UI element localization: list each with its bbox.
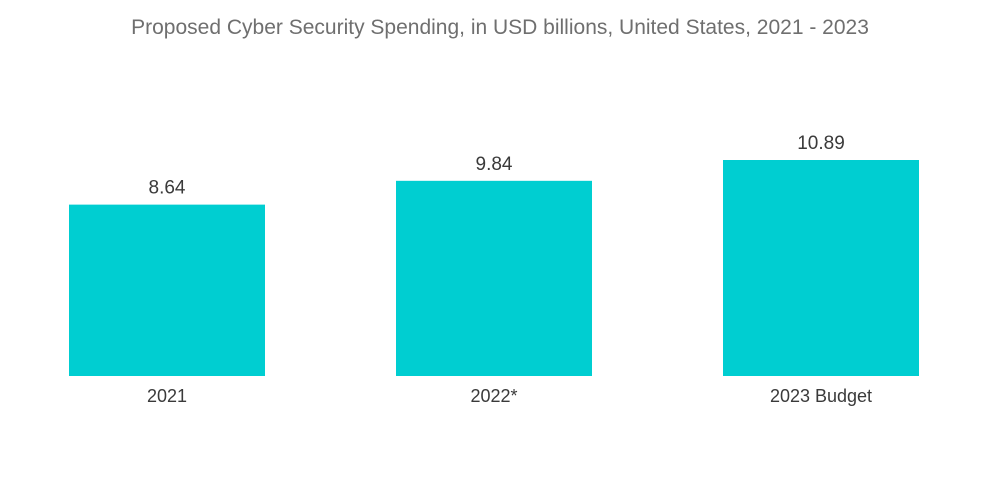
category-labels-group: 2021 2022* 2023 Budget (147, 386, 872, 406)
bar-2 (723, 160, 919, 376)
value-label-0: 8.64 (149, 178, 186, 199)
chart-title: Proposed Cyber Security Spending, in USD… (131, 16, 869, 39)
category-label-0: 2021 (147, 386, 187, 406)
category-label-1: 2022* (470, 386, 517, 406)
value-label-2: 10.89 (797, 133, 845, 154)
value-labels-group: 8.64 9.84 10.89 (149, 133, 845, 199)
bars-group (69, 160, 919, 376)
bar-0 (69, 204, 265, 376)
bar-1 (396, 180, 592, 376)
category-label-2: 2023 Budget (770, 386, 872, 406)
value-label-1: 9.84 (476, 154, 513, 175)
